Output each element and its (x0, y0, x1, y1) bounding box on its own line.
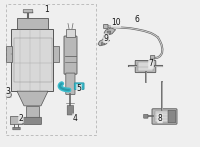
FancyBboxPatch shape (135, 60, 156, 73)
Text: 3: 3 (5, 87, 10, 96)
FancyBboxPatch shape (67, 106, 74, 115)
Text: 2: 2 (19, 114, 23, 123)
FancyBboxPatch shape (23, 10, 33, 13)
FancyBboxPatch shape (13, 127, 20, 130)
FancyBboxPatch shape (144, 114, 148, 118)
Text: 7: 7 (149, 59, 153, 69)
FancyBboxPatch shape (155, 111, 169, 122)
FancyBboxPatch shape (74, 83, 84, 89)
FancyBboxPatch shape (24, 117, 41, 125)
Text: 9: 9 (104, 34, 108, 43)
FancyBboxPatch shape (17, 18, 48, 29)
FancyBboxPatch shape (150, 56, 155, 59)
FancyBboxPatch shape (152, 109, 177, 124)
Text: 8: 8 (158, 114, 162, 123)
Text: 5: 5 (77, 84, 81, 93)
Polygon shape (17, 91, 48, 106)
Ellipse shape (6, 92, 11, 98)
Polygon shape (98, 39, 110, 46)
FancyBboxPatch shape (10, 116, 23, 125)
Text: 6: 6 (135, 15, 139, 24)
Polygon shape (104, 28, 116, 36)
FancyBboxPatch shape (66, 73, 75, 95)
FancyBboxPatch shape (64, 36, 77, 74)
FancyBboxPatch shape (168, 110, 176, 123)
Text: 1: 1 (45, 5, 49, 14)
FancyBboxPatch shape (11, 29, 53, 91)
FancyBboxPatch shape (53, 46, 59, 62)
Text: 4: 4 (73, 114, 77, 123)
FancyBboxPatch shape (6, 46, 12, 62)
FancyBboxPatch shape (101, 42, 105, 45)
FancyBboxPatch shape (107, 31, 111, 34)
Text: 10: 10 (111, 18, 121, 27)
FancyBboxPatch shape (66, 29, 75, 37)
FancyBboxPatch shape (26, 106, 39, 118)
FancyBboxPatch shape (138, 62, 153, 71)
FancyBboxPatch shape (104, 24, 108, 29)
